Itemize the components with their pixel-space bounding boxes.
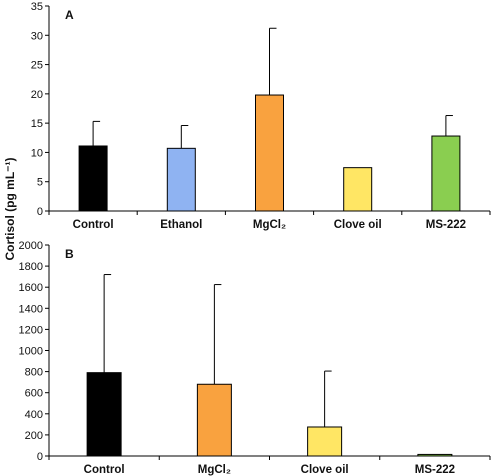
- panel-a: 0 5 10 15 20 25 30 35 Control Ethanol MgCl₂ Clove o…: [31, 1, 491, 231]
- y-axis-label: Cortisol (pg mL⁻¹): [3, 158, 17, 261]
- y-tick-label: 1800: [19, 261, 43, 273]
- y-tick-label: 1000: [19, 346, 43, 358]
- category-label-ms-222: MS-222: [415, 464, 455, 476]
- y-tick-label: 1600: [19, 282, 43, 294]
- y-tick-label: 15: [31, 118, 43, 130]
- panel-letter: A: [65, 8, 74, 22]
- bar-ms-222: [417, 453, 453, 457]
- category-label-mgcl: MgCl₂: [198, 464, 231, 476]
- y-tick-label: 1400: [19, 303, 43, 315]
- y-tick-label: 2000: [19, 240, 43, 252]
- y-tick-label: 35: [31, 1, 43, 13]
- y-tick-label: 25: [31, 60, 43, 72]
- category-label-control: Control: [84, 464, 125, 476]
- y-tick-label: 1200: [19, 324, 43, 336]
- category-label-ethanol: Ethanol: [160, 219, 202, 231]
- category-label-mgcl: MgCl₂: [253, 219, 286, 231]
- category-label-clove-oil: Clove oil: [301, 464, 349, 476]
- y-tick-label: 0: [37, 451, 43, 463]
- y-tick-label: 200: [25, 430, 43, 442]
- y-tick-label: 30: [31, 30, 43, 42]
- bar-control: [78, 145, 108, 212]
- y-tick-label: 400: [25, 409, 43, 421]
- y-tick-label: 10: [31, 147, 43, 159]
- y-tick-label: 800: [25, 367, 43, 379]
- panel-letter: B: [65, 247, 74, 261]
- y-tick-label: 600: [25, 388, 43, 400]
- bar-mgcl: [196, 383, 232, 457]
- panel-b: 0 200 400 600 800 1000 1200 1400 1600 1800 2000 Con…: [19, 240, 491, 476]
- bar-clove-oil: [343, 167, 373, 212]
- bar-mgcl: [255, 94, 284, 212]
- bar-control: [86, 372, 122, 457]
- category-label-ms-222: MS-222: [426, 219, 466, 231]
- y-tick-label: 0: [37, 206, 43, 218]
- y-tick-label: 20: [31, 89, 43, 101]
- category-label-clove-oil: Clove oil: [334, 219, 382, 231]
- bar-ms-222: [431, 135, 461, 212]
- bar-clove-oil: [307, 426, 343, 457]
- category-label-control: Control: [73, 219, 114, 231]
- y-tick-label: 5: [37, 177, 43, 189]
- bar-ethanol: [166, 147, 196, 212]
